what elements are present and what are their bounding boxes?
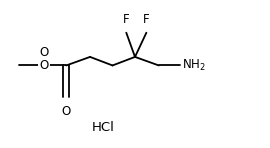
Text: NH$_2$: NH$_2$ bbox=[182, 58, 206, 73]
Text: O: O bbox=[39, 46, 48, 59]
Text: F: F bbox=[143, 13, 150, 26]
Text: O: O bbox=[39, 59, 48, 72]
Text: F: F bbox=[123, 13, 130, 26]
Text: O: O bbox=[62, 105, 71, 118]
Text: HCl: HCl bbox=[92, 121, 115, 134]
